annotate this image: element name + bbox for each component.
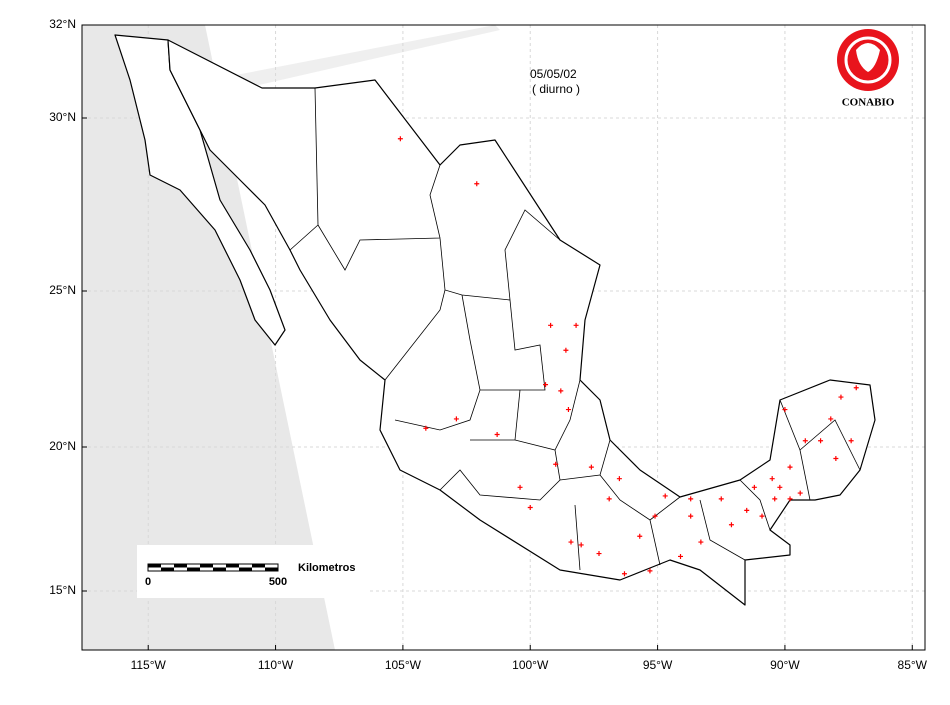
hotspot: [474, 181, 480, 187]
hotspot: [802, 438, 808, 444]
x-tick-label: 110°W: [258, 658, 294, 672]
hotspot: [517, 484, 523, 490]
hotspot: [797, 490, 803, 496]
hotspot: [782, 407, 788, 413]
hotspot: [652, 513, 658, 519]
mexico-mainland: [167, 39, 876, 606]
hotspot: [744, 507, 750, 513]
hotspot: [662, 493, 668, 499]
x-tick-label: 90°W: [770, 658, 800, 672]
hotspot: [423, 425, 429, 431]
plot-frame: [81, 24, 926, 651]
hotspot: [548, 322, 554, 328]
hotspot: [688, 496, 694, 502]
hotspot: [578, 542, 584, 548]
x-tick-label: 105°W: [385, 658, 422, 672]
hotspot: [833, 456, 839, 462]
hotspot: [596, 551, 602, 557]
hotspot: [563, 347, 569, 353]
hotspot: [453, 416, 459, 422]
hotspot: [647, 568, 653, 574]
masked-region: [82, 25, 335, 650]
hotspot: [772, 496, 778, 502]
hotspot: [621, 571, 627, 577]
hotspot: [553, 461, 559, 467]
hotspot: [558, 388, 564, 394]
hotspot: [678, 553, 684, 559]
logo-text: CONABIO: [842, 97, 895, 109]
hotspot: [543, 382, 549, 388]
hotspot: [787, 464, 793, 470]
x-tick-label: 115°W: [131, 658, 167, 672]
y-tick-label: 32°N: [49, 17, 76, 31]
hotspot: [637, 533, 643, 539]
points-layer: [397, 136, 859, 577]
logo-figure: [856, 43, 880, 72]
hotspot: [718, 496, 724, 502]
hotspot: [568, 539, 574, 545]
scale-bar-pattern: [148, 564, 278, 571]
hotspot: [853, 385, 859, 391]
masked-strip: [210, 25, 500, 95]
hotspot: [777, 484, 783, 490]
scale-end: 500: [269, 576, 287, 588]
hotspot: [688, 513, 694, 519]
hotspot: [787, 496, 793, 502]
hotspot: [616, 476, 622, 482]
y-tick-label: 20°N: [49, 439, 76, 453]
date-title: 05/05/02: [530, 67, 577, 81]
hotspot: [769, 476, 775, 482]
hotspot: [828, 416, 834, 422]
hotspot: [606, 496, 612, 502]
hotspot: [818, 438, 824, 444]
logo-ring: [844, 36, 892, 84]
hotspot: [397, 136, 403, 142]
x-tick-label: 100°W: [512, 658, 549, 672]
hotspot: [565, 407, 571, 413]
y-tick-label: 25°N: [49, 283, 76, 297]
scale-label: Kilometros: [298, 562, 355, 574]
scale-start: 0: [145, 576, 151, 588]
hotspot: [728, 522, 734, 528]
y-tick-label: 15°N: [49, 583, 76, 597]
hotspot: [573, 322, 579, 328]
hotspot: [588, 464, 594, 470]
x-tick-label: 95°W: [643, 658, 673, 672]
hotspot: [527, 504, 533, 510]
hotspot: [698, 539, 704, 545]
x-tick-label: 85°W: [898, 658, 928, 672]
hotspot: [759, 513, 765, 519]
hotspot: [751, 484, 757, 490]
y-tick-label: 30°N: [49, 110, 76, 124]
state-borders: [289, 87, 861, 571]
hotspot: [848, 438, 854, 444]
date-subtitle: ( diurno ): [532, 82, 580, 96]
hotspot: [494, 432, 500, 438]
hotspot: [838, 394, 844, 400]
axes-layer: 115°W 110°W 105°W 100°W 95°W 90°W 85°W 15°N 20°N…: [49, 17, 927, 672]
